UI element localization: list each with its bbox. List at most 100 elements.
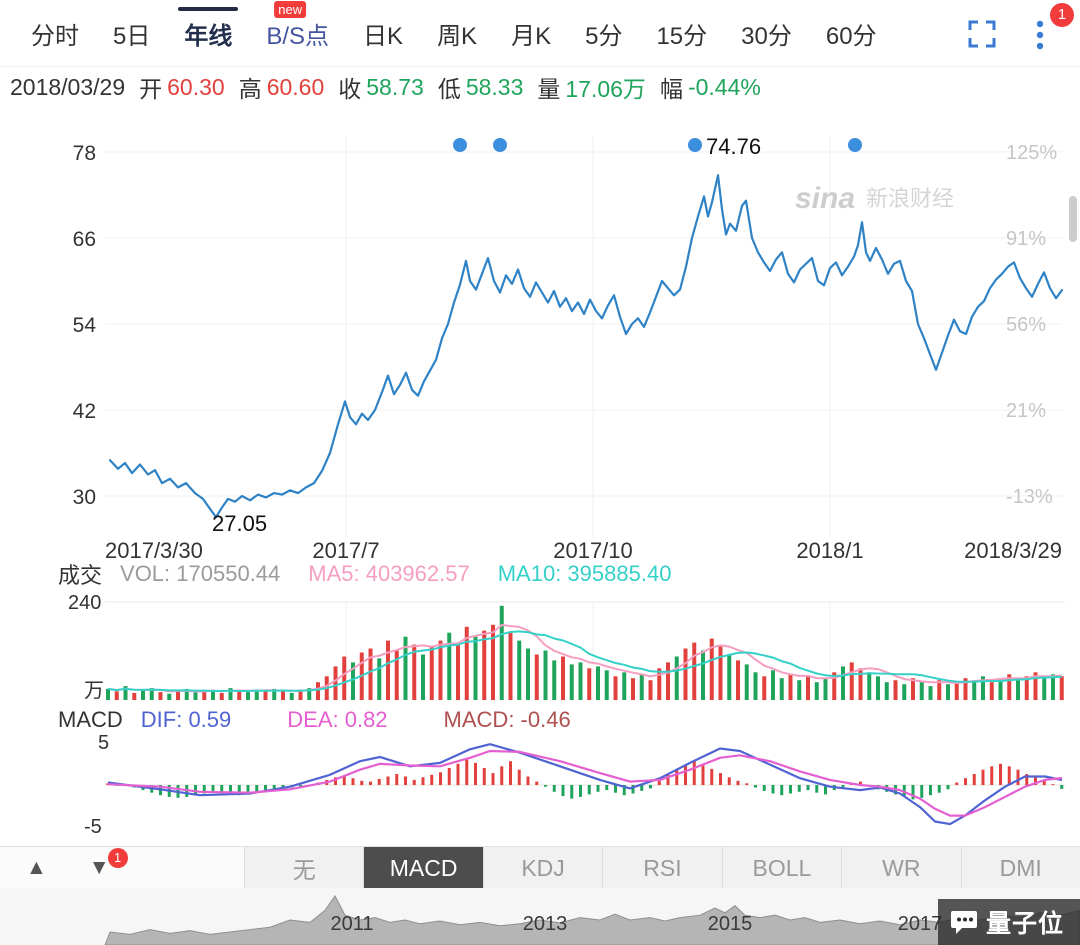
macd-dea-line [107,749,1063,817]
indicator-BOLL[interactable]: BOLL [723,847,843,889]
quote-field-value: 60.30 [167,73,225,100]
svg-text:56%: 56% [1006,314,1046,336]
bs-signal-dot [688,138,702,152]
quote-field-label: 幅 [659,76,683,102]
macd-header: MACD DIF: 0.59 DEA: 0.82 MACD: -0.46 [0,706,1080,734]
svg-text:42: 42 [73,400,96,423]
quote-field-value: 58.73 [366,73,424,100]
scrollbar-thumb[interactable] [1069,196,1077,242]
tab-label: 年线 [184,22,233,50]
tab-分时[interactable]: 分时 [31,0,79,66]
svg-text:54: 54 [73,314,97,337]
macd-label: MACD [58,707,123,732]
svg-text:2018/1: 2018/1 [796,538,863,560]
chat-bubble-icon [950,911,977,934]
svg-text:78: 78 [73,142,96,165]
history-navigator[interactable]: 2011 2013 2015 2017 [0,888,1080,945]
fullscreen-icon [968,20,996,48]
indicator-bar: ▲ ▼ 1 无 MACD KDJ RSI BOLL WR DMI [0,846,1080,889]
tab-label: 15分 [656,22,708,50]
macd-axis-min: -5 [84,816,102,838]
indicator-arrows: ▲ ▼ 1 [0,847,245,889]
tab-label: 日K [363,22,404,50]
svg-text:2017/3/30: 2017/3/30 [105,538,203,560]
volume-ma5-value: MA5: 403962.57 [308,561,470,586]
svg-text:66: 66 [73,228,96,251]
tab-label: 周K [437,22,478,50]
bs-signal-dot [453,138,467,152]
notification-badge: 1 [1050,3,1074,27]
tab-B/S点[interactable]: B/S点 new [266,0,329,66]
svg-text:2017/7: 2017/7 [312,538,379,560]
tab-label: 5分 [585,22,623,50]
volume-bars [106,605,1064,701]
collapse-down-button[interactable]: ▼ 1 [88,848,128,880]
indicator-RSI[interactable]: RSI [603,847,723,889]
quote-field-value: -0.44% [687,73,761,100]
tab-label: 分时 [31,22,79,50]
indicator-tabs: 无 MACD KDJ RSI BOLL WR DMI [245,847,1080,889]
collapse-up-button[interactable]: ▲ [26,856,47,879]
down-arrow-glyph: ▼ [88,856,110,879]
macd-dea-value: DEA: 0.82 [287,707,388,732]
svg-text:2011: 2011 [330,913,373,935]
more-button[interactable] [1036,20,1046,50]
quote-field-value: 17.06万 [565,76,646,102]
volume-vol-value: VOL: 170550.44 [120,561,281,586]
active-tab-indicator [178,7,239,11]
tab-60分[interactable]: 60分 [826,0,877,66]
tab-30分[interactable]: 30分 [741,0,792,66]
quote-field-label: 收 [338,76,362,102]
quote-field-label: 高 [238,76,262,102]
indicator-WR[interactable]: WR [842,847,962,889]
tab-月K[interactable]: 月K [511,0,551,66]
quote-field-value: 60.60 [266,73,325,100]
macd-dif-line [107,743,1063,826]
quote-field-label: 量 [537,76,561,102]
tab-5分[interactable]: 5分 [585,0,622,66]
kebab-menu-icon [1036,20,1044,50]
tab-5日[interactable]: 5日 [113,0,150,66]
tab-年线[interactable]: 年线 [178,0,239,66]
quote-infobar: 2018/03/29 开 60.30 高 60.60 收 58.73 低 58.33 量 17.0… [0,66,1080,108]
svg-text:2015: 2015 [708,913,753,935]
indicator-DMI[interactable]: DMI [999,854,1042,881]
volume-axis-unit: 万 [84,680,104,702]
tab-15分[interactable]: 15分 [656,0,707,66]
svg-text:2017: 2017 [898,913,943,935]
bs-signal-dot [493,138,507,152]
indicator-KDJ[interactable]: KDJ [484,847,604,889]
qbit-watermark: 量子位 [937,899,1080,945]
svg-text:2013: 2013 [523,913,568,935]
volume-ma10-value: MA10: 395885.40 [497,561,672,586]
macd-chart [105,743,1065,826]
price-line [108,174,1064,519]
quote-fields: 开 60.30 高 60.60 收 58.73 低 58.33 量 17.06万幅 -0.44% [125,70,761,104]
tab-label: B/S点 [266,22,330,50]
main-price-chart: 78 66 54 42 30 125% 91% 56% 21% -13% 2017/3/30 2017… [73,134,1064,560]
volume-label: 成交 [58,563,103,588]
tab-label: 60分 [825,22,877,50]
indicator-badge: 1 [107,848,128,868]
volume-axis-max: 240 [68,592,102,614]
tab-日K[interactable]: 日K [363,0,403,66]
svg-text:27.05: 27.05 [212,511,267,536]
tab-label: 月K [511,22,552,50]
volume-chart [105,601,1065,701]
navigator-area [104,895,1080,945]
indicator-无[interactable]: 无 [245,847,365,889]
svg-text:91%: 91% [1006,228,1046,250]
quote-field-label: 开 [139,76,163,102]
fullscreen-button[interactable] [968,20,996,48]
svg-text:sina: sina [795,182,855,215]
new-feature-badge: new [274,1,307,18]
macd-axis-max: 5 [98,732,110,754]
macd-macd-value: MACD: -0.46 [443,707,571,732]
tab-label: 30分 [741,22,792,50]
tab-周K[interactable]: 周K [437,0,477,66]
svg-text:21%: 21% [1006,400,1046,422]
svg-text:125%: 125% [1006,142,1057,164]
indicator-MACD[interactable]: MACD [364,847,484,889]
tab-label: 5日 [113,22,151,50]
svg-text:30: 30 [73,486,96,509]
